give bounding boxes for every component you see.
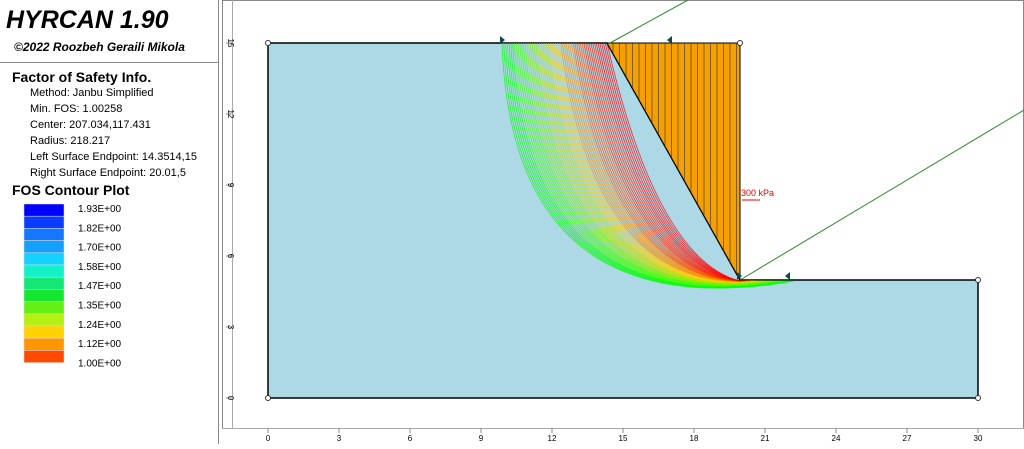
vertex (975, 395, 981, 401)
contour-legend: 1.93E+00 1.82E+00 1.70E+00 1.58E+00 1.47E+00… (23, 203, 122, 369)
x-tick-label: 24 (832, 434, 841, 443)
legend-label: 1.93E+00 (78, 204, 122, 215)
y-tick-label: 15 (226, 39, 235, 48)
slice-lines (612, 43, 737, 274)
y-tick-label: 3 (226, 325, 235, 330)
legend-label: 1.12E+00 (78, 339, 122, 350)
legend-swatch (23, 337, 65, 351)
legend-swatch (23, 301, 65, 315)
legend-label: 1.70E+00 (78, 243, 122, 254)
x-tick-label: 12 (548, 434, 557, 443)
slip-surface (606, 42, 741, 282)
vertex (265, 395, 271, 401)
legend-swatch (23, 289, 65, 302)
legend-label: 1.00E+00 (78, 358, 122, 369)
legend-swatch (23, 240, 65, 254)
legend-label: 1.24E+00 (78, 320, 122, 331)
vertex (975, 277, 981, 283)
load-label: 300 kPa (741, 188, 774, 198)
app-title: HYRCAN 1.90 (6, 6, 169, 34)
failure-wedge (606, 42, 741, 282)
slip-surfaces (501, 42, 796, 289)
legend-swatch (23, 325, 65, 339)
info-line: Method: Janbu Simplified (30, 87, 154, 99)
legend-swatch (23, 276, 65, 290)
x-tick-label: 15 (619, 434, 628, 443)
copyright: ©2022 Roozbeh Geraili Mikola (14, 40, 185, 54)
legend-swatch (23, 215, 65, 229)
legend-swatch (23, 264, 65, 278)
axes: 0 3 6 9 12 15 18 21 24 27 30 0 3 6 9 12 15 (226, 39, 983, 443)
x-tick-label: 6 (408, 434, 413, 443)
markers (265, 36, 981, 401)
info-line: Right Surface Endpoint: 20.01,5 (30, 167, 186, 179)
info-line: Min. FOS: 1.00258 (30, 103, 122, 115)
legend-swatch (23, 228, 65, 241)
x-tick-label: 18 (690, 434, 699, 443)
info-line: Center: 207.034,117.431 (30, 119, 151, 131)
y-tick-label: 0 (226, 396, 235, 401)
info-line: Radius: 218.217 (30, 135, 110, 147)
x-tick-label: 0 (266, 434, 271, 443)
legend-swatch (23, 252, 65, 266)
legend-label: 1.58E+00 (78, 262, 122, 273)
x-tick-label: 21 (761, 434, 770, 443)
legend-label: 1.35E+00 (78, 301, 122, 312)
legend-label: 1.82E+00 (78, 223, 122, 234)
legend-swatch (23, 350, 65, 363)
x-tick-label: 3 (337, 434, 342, 443)
y-tick-label: 6 (226, 254, 235, 259)
info-line: Left Surface Endpoint: 14.3514,15 (30, 151, 197, 163)
vertex (265, 40, 271, 46)
info-heading: Factor of Safety Info. (12, 69, 151, 85)
contour-heading: FOS Contour Plot (12, 182, 130, 198)
legend-swatch (23, 313, 65, 327)
legend-label: 1.47E+00 (78, 281, 122, 292)
x-tick-label: 27 (903, 434, 912, 443)
x-tick-label: 9 (479, 434, 484, 443)
legend-swatch (23, 203, 65, 217)
y-tick-label: 12 (226, 110, 235, 119)
y-tick-label: 9 (226, 183, 235, 188)
x-tick-label: 30 (974, 434, 983, 443)
vertex (737, 40, 743, 46)
info-list: Method: Janbu Simplified Min. FOS: 1.0025… (30, 87, 197, 179)
tension-line (609, 0, 689, 44)
tension-line (739, 109, 1024, 281)
